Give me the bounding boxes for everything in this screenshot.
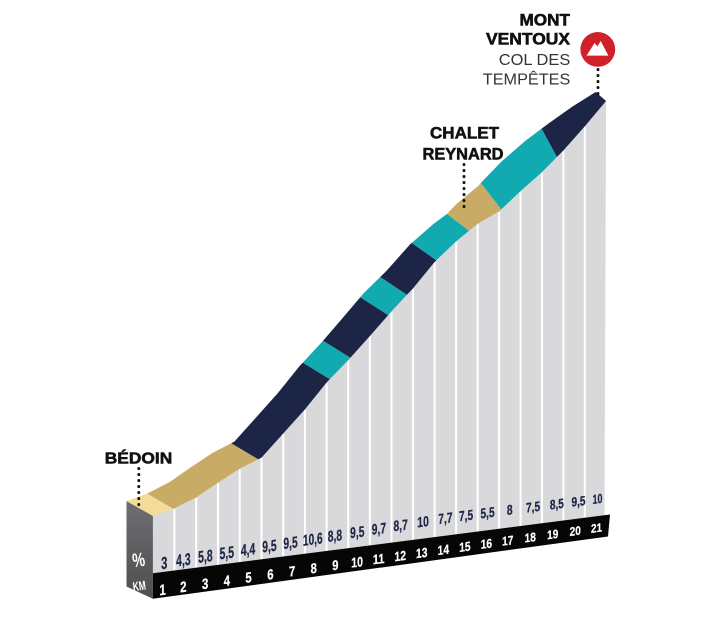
svg-text:7,5: 7,5 [526, 499, 541, 516]
svg-text:5: 5 [245, 570, 251, 587]
svg-text:7: 7 [289, 563, 295, 580]
svg-text:COL DES: COL DES [499, 52, 571, 69]
svg-text:10,6: 10,6 [303, 530, 323, 550]
svg-text:18: 18 [525, 530, 536, 546]
svg-text:8,7: 8,7 [394, 517, 408, 535]
svg-text:VENTOUX: VENTOUX [486, 31, 570, 49]
svg-text:15: 15 [459, 539, 470, 556]
svg-text:17: 17 [502, 533, 513, 549]
svg-text:13: 13 [416, 545, 428, 562]
svg-text:9,7: 9,7 [372, 520, 386, 539]
svg-text:CHALET: CHALET [430, 124, 499, 142]
svg-text:11: 11 [373, 551, 385, 568]
svg-text:20: 20 [570, 524, 581, 540]
svg-text:8: 8 [311, 560, 318, 577]
svg-text:4: 4 [224, 573, 231, 590]
svg-text:5,8: 5,8 [198, 546, 213, 567]
svg-text:7,5: 7,5 [459, 507, 473, 525]
svg-text:7,7: 7,7 [438, 510, 452, 528]
svg-text:16: 16 [481, 535, 492, 552]
svg-text:10: 10 [351, 554, 363, 571]
svg-text:3: 3 [202, 576, 208, 593]
svg-text:21: 21 [591, 520, 602, 536]
svg-text:19: 19 [547, 527, 558, 543]
svg-text:MONT: MONT [520, 11, 571, 29]
svg-text:8,8: 8,8 [328, 527, 343, 546]
svg-text:8,5: 8,5 [550, 496, 565, 513]
svg-text:12: 12 [394, 548, 406, 565]
svg-text:REYNARD: REYNARD [423, 146, 504, 164]
svg-text:%: % [131, 549, 146, 572]
svg-text:4,3: 4,3 [176, 550, 191, 571]
svg-text:5,5: 5,5 [220, 544, 234, 564]
svg-text:9,5: 9,5 [262, 537, 277, 557]
svg-text:9,5: 9,5 [283, 534, 298, 553]
svg-text:KM: KM [132, 578, 147, 595]
svg-text:3: 3 [161, 553, 167, 573]
svg-text:9,5: 9,5 [350, 523, 365, 542]
svg-text:9,5: 9,5 [571, 493, 585, 510]
svg-text:9: 9 [332, 557, 339, 574]
svg-text:8: 8 [507, 501, 513, 518]
svg-text:BÉDOIN: BÉDOIN [105, 449, 173, 468]
svg-text:6: 6 [267, 567, 273, 584]
svg-text:TEMPÊTES: TEMPÊTES [483, 70, 571, 89]
svg-text:5,5: 5,5 [480, 504, 494, 522]
svg-text:14: 14 [438, 542, 450, 559]
svg-text:10: 10 [592, 491, 602, 507]
svg-text:4,4: 4,4 [241, 540, 255, 560]
svg-text:10: 10 [417, 514, 429, 532]
svg-text:2: 2 [180, 580, 187, 597]
svg-text:1: 1 [159, 582, 166, 600]
